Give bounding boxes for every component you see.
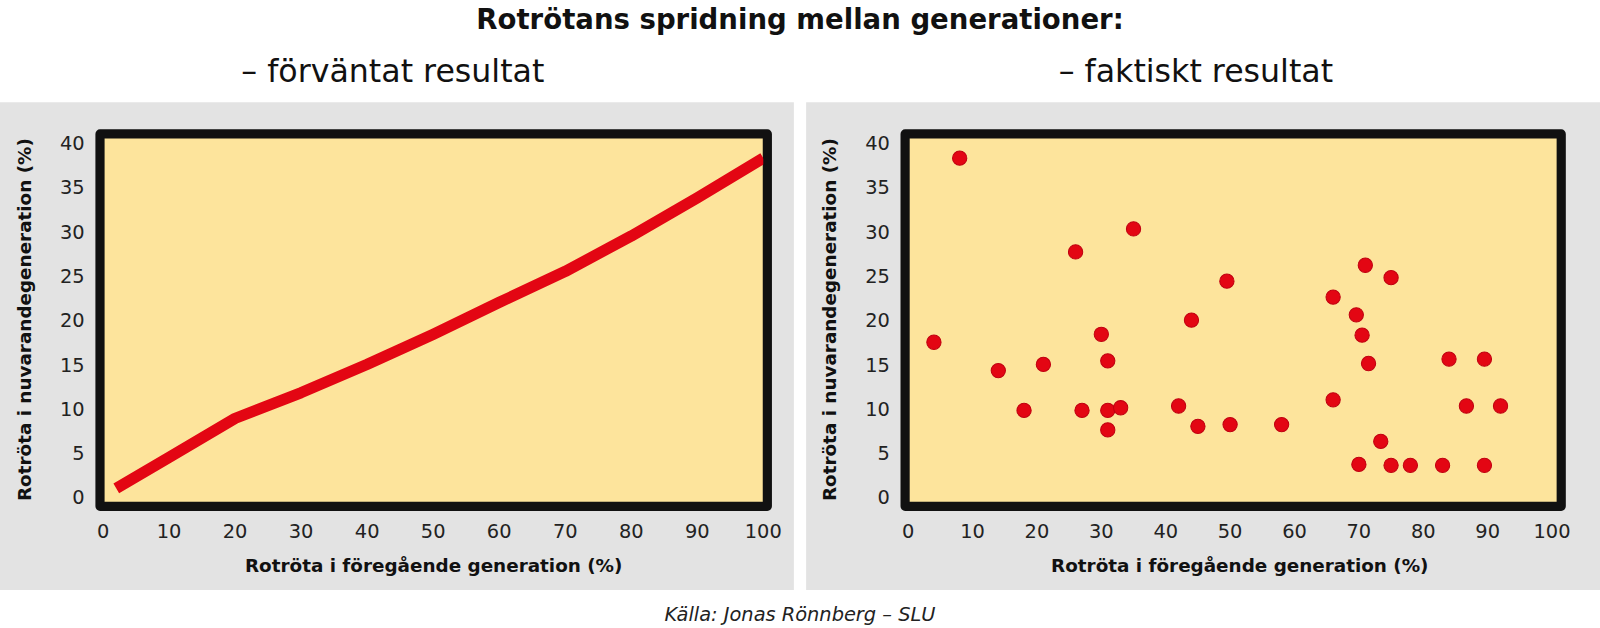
scatter-point	[1349, 308, 1363, 322]
source-note: Källa: Jonas Rönnberg – SLU	[665, 603, 936, 626]
scatter-point	[1101, 354, 1115, 368]
scatter-point	[1220, 274, 1234, 288]
scatter-point	[1326, 290, 1340, 304]
scatter-point	[1384, 270, 1398, 284]
x-tick-label: 90	[1475, 520, 1500, 543]
scatter-point	[1191, 419, 1205, 433]
main-title: Rotrötans spridning mellan generationer:	[476, 3, 1123, 35]
scatter-point	[1355, 328, 1369, 342]
x-tick-label: 60	[487, 520, 512, 543]
scatter-point	[1101, 403, 1115, 417]
scatter-point	[1477, 458, 1491, 472]
y-tick-label: 15	[60, 354, 85, 377]
scatter-point	[1477, 352, 1491, 366]
y-tick-label: 40	[60, 132, 85, 155]
x-tick-label: 30	[289, 520, 314, 543]
x-tick-label: 0	[902, 520, 914, 543]
y-tick-label: 5	[877, 442, 889, 465]
scatter-point	[1171, 399, 1185, 413]
data-line	[116, 158, 763, 488]
x-tick-label: 100	[1534, 520, 1571, 543]
y-tick-label: 30	[865, 221, 890, 244]
scatter-point	[1384, 458, 1398, 472]
x-tick-label: 50	[1218, 520, 1243, 543]
chart-canvas: Rotrötans spridning mellan generationer:…	[0, 0, 1600, 628]
scatter-point	[1223, 417, 1237, 431]
x-tick-label: 0	[97, 520, 109, 543]
scatter-point	[1459, 399, 1473, 413]
chart-panel: – förväntat resultat Rotröta i nuvarandeg…	[0, 53, 794, 590]
plot-frame	[100, 134, 767, 506]
y-tick-label: 35	[865, 176, 890, 199]
y-axis-label: Rotröta i nuvarandegeneration (%)	[14, 138, 35, 501]
x-tick-label: 40	[1153, 520, 1178, 543]
scatter-point	[927, 335, 941, 349]
scatter-point	[1403, 458, 1417, 472]
x-tick-label: 50	[421, 520, 446, 543]
x-tick-label: 20	[1025, 520, 1050, 543]
scatter-point	[1435, 458, 1449, 472]
scatter-point	[1036, 357, 1050, 371]
scatter-point	[1101, 423, 1115, 437]
x-tick-label: 80	[1411, 520, 1436, 543]
scatter-point	[1442, 352, 1456, 366]
x-tick-label: 60	[1282, 520, 1307, 543]
chart-panel: – faktiskt resultat Rotröta i nuvarandege…	[806, 53, 1600, 590]
y-tick-label: 35	[60, 176, 85, 199]
y-tick-label: 40	[865, 132, 890, 155]
scatter-point	[1017, 403, 1031, 417]
y-tick-label: 20	[865, 309, 890, 332]
x-tick-label: 10	[960, 520, 985, 543]
scatter-point	[1374, 434, 1388, 448]
scatter-point	[991, 363, 1005, 377]
scatter-point	[1493, 399, 1507, 413]
scatter-point	[1352, 457, 1366, 471]
panel-background	[0, 102, 794, 590]
chart-subtitle: – faktiskt resultat	[1059, 53, 1333, 89]
scatter-point	[1126, 222, 1140, 236]
scatter-point	[1114, 401, 1128, 415]
x-axis-label: Rotröta i föregående generation (%)	[245, 555, 622, 576]
scatter-point	[1326, 393, 1340, 407]
marks-group	[116, 158, 763, 488]
y-tick-label: 25	[865, 265, 890, 288]
scatter-point	[1274, 417, 1288, 431]
y-tick-label: 5	[72, 442, 84, 465]
x-tick-label: 40	[355, 520, 380, 543]
y-tick-label: 10	[865, 398, 890, 421]
y-tick-label: 0	[877, 486, 889, 509]
x-tick-label: 10	[157, 520, 182, 543]
y-tick-label: 0	[72, 486, 84, 509]
scatter-point	[1184, 313, 1198, 327]
panel-background	[806, 102, 1600, 590]
scatter-point	[1361, 356, 1375, 370]
y-axis-label: Rotröta i nuvarandegeneration (%)	[819, 138, 840, 501]
scatter-point	[1068, 245, 1082, 259]
x-tick-label: 30	[1089, 520, 1114, 543]
marks-group	[927, 151, 1508, 472]
scatter-point	[953, 151, 967, 165]
scatter-point	[1358, 258, 1372, 272]
y-tick-label: 15	[865, 354, 890, 377]
x-tick-label: 20	[223, 520, 248, 543]
x-tick-label: 80	[619, 520, 644, 543]
x-tick-label: 90	[685, 520, 710, 543]
y-tick-label: 20	[60, 309, 85, 332]
y-tick-label: 10	[60, 398, 85, 421]
x-axis-label: Rotröta i föregående generation (%)	[1051, 555, 1428, 576]
scatter-point	[1094, 327, 1108, 341]
x-tick-label: 70	[553, 520, 578, 543]
x-tick-label: 70	[1347, 520, 1372, 543]
chart-subtitle: – förväntat resultat	[241, 53, 544, 89]
x-tick-label: 100	[745, 520, 782, 543]
scatter-point	[1075, 403, 1089, 417]
y-tick-label: 30	[60, 221, 85, 244]
plot-frame	[905, 134, 1561, 506]
y-tick-label: 25	[60, 265, 85, 288]
